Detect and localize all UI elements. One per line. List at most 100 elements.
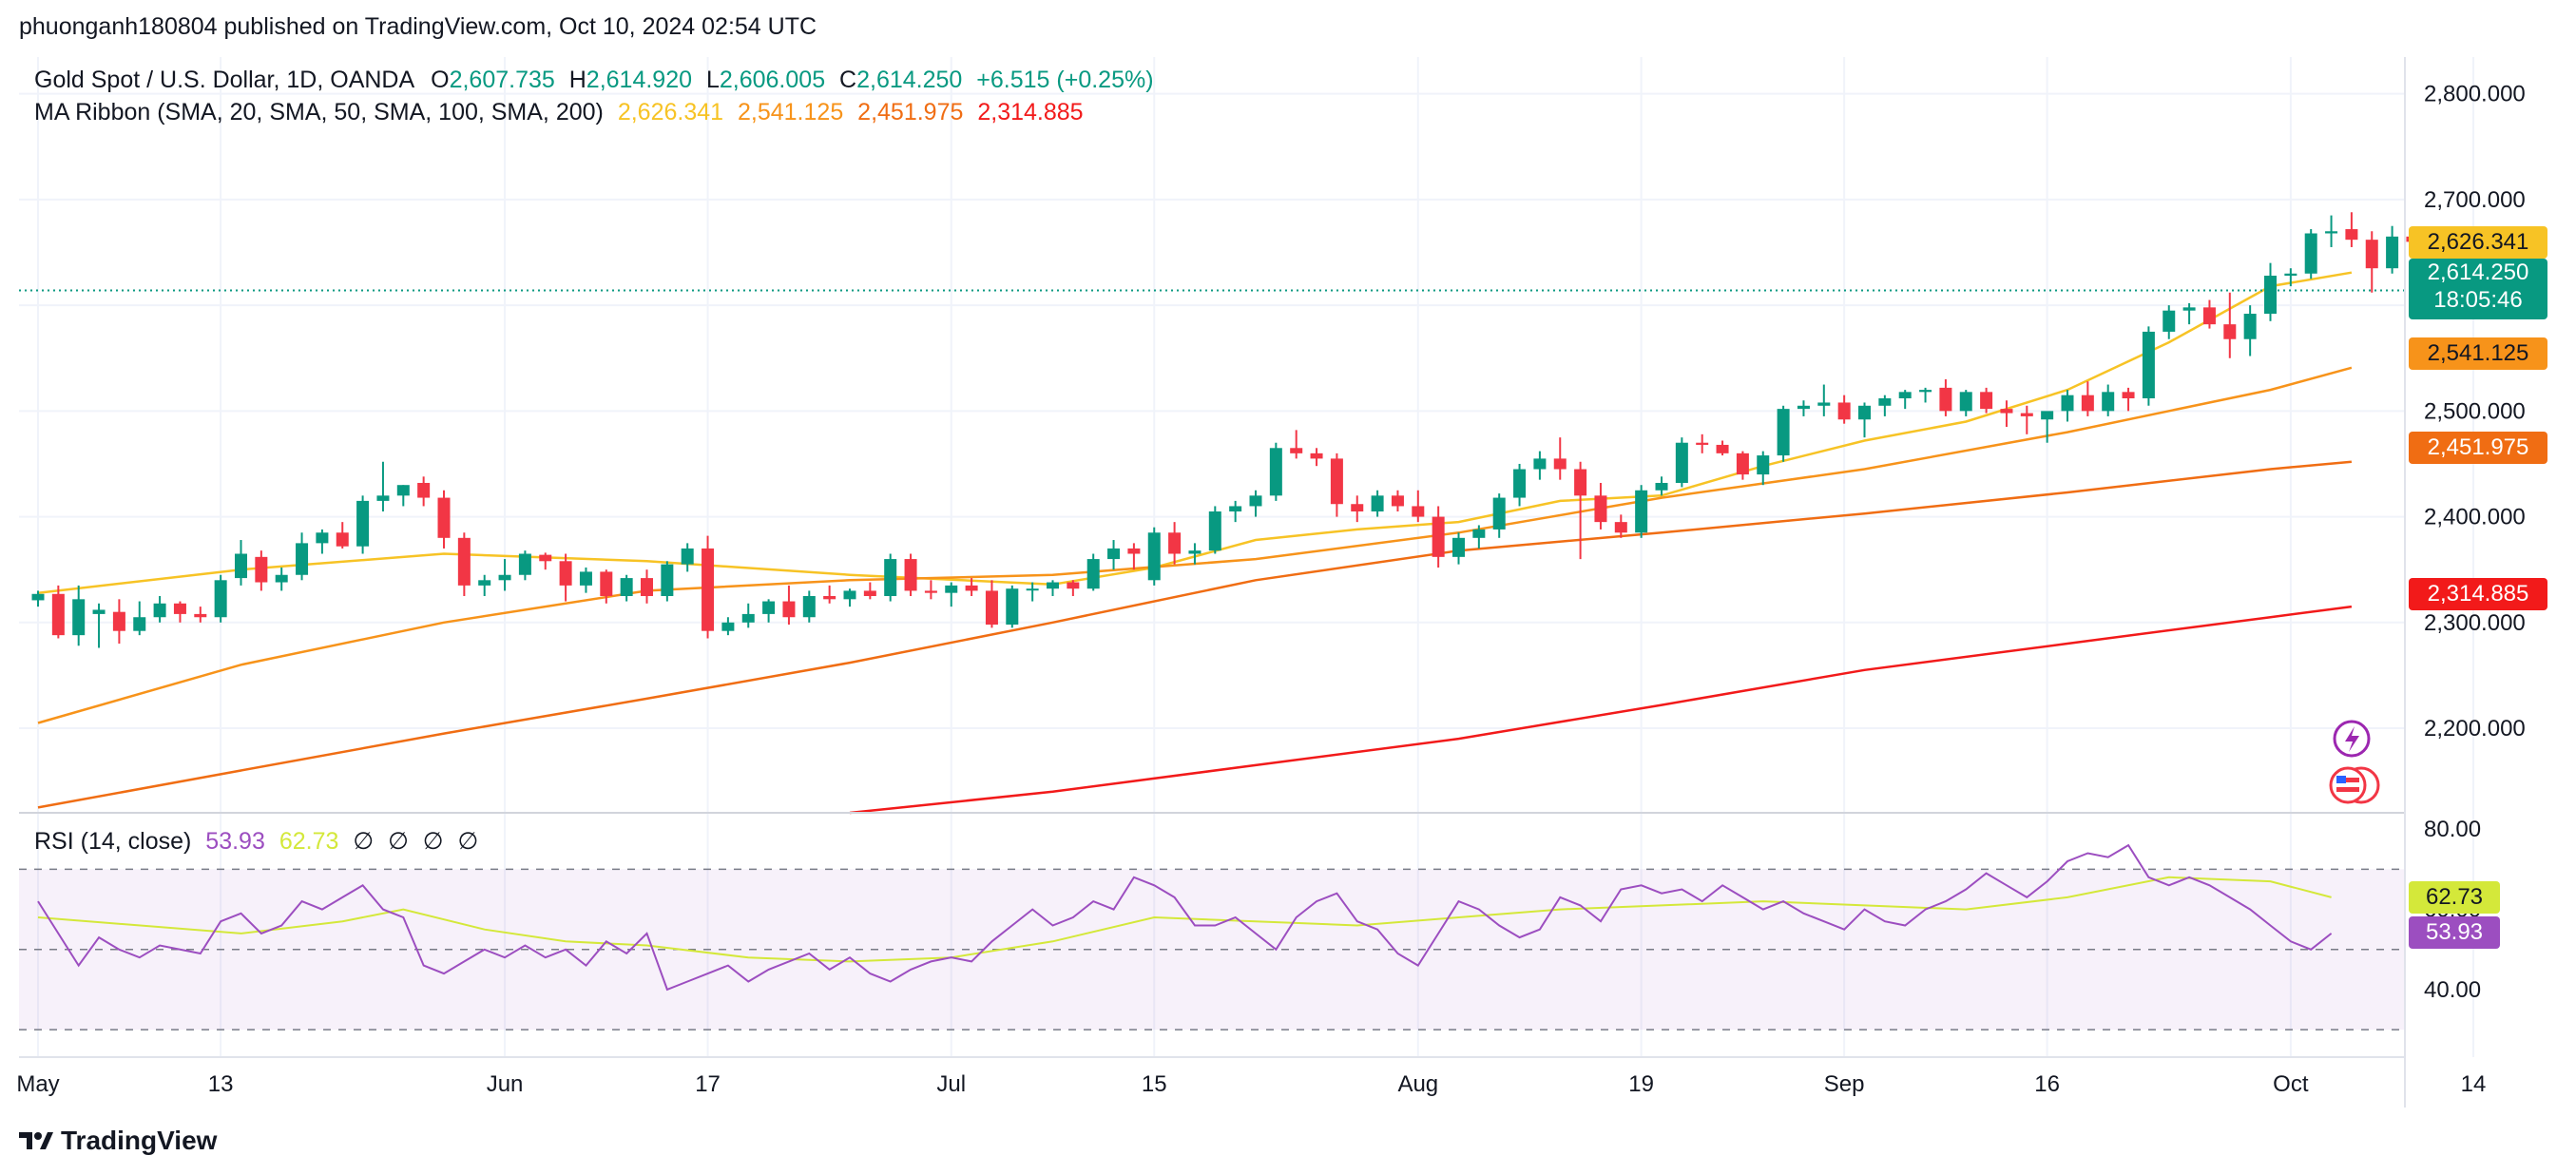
low-label: L bbox=[705, 67, 720, 93]
hidden-mark-4[interactable]: ∅ bbox=[457, 828, 479, 855]
candle bbox=[579, 567, 592, 593]
candle-body bbox=[1837, 402, 1851, 420]
brand-name: TradingView bbox=[61, 1126, 218, 1155]
candle bbox=[620, 574, 633, 602]
candle-body bbox=[945, 585, 958, 593]
tradingview-icon bbox=[19, 1132, 53, 1149]
hidden-mark-1[interactable]: ∅ bbox=[353, 828, 375, 855]
candle-body bbox=[1797, 405, 1810, 410]
candle bbox=[498, 559, 511, 591]
time-tick-label: May bbox=[16, 1071, 59, 1097]
candle-body bbox=[2386, 236, 2399, 269]
candle bbox=[1290, 430, 1303, 459]
last-price-tag: 2,614.250 18:05:46 bbox=[2409, 259, 2547, 319]
candle bbox=[1696, 433, 1709, 453]
candle bbox=[1188, 543, 1201, 565]
candle bbox=[2386, 225, 2399, 274]
candle bbox=[1229, 500, 1242, 523]
candle-body bbox=[1147, 532, 1161, 581]
candle-body bbox=[1594, 495, 1607, 523]
hidden-mark-3[interactable]: ∅ bbox=[422, 828, 444, 855]
ma-ribbon-title: MA Ribbon (SMA, 20, SMA, 50, SMA, 100, S… bbox=[34, 99, 604, 125]
symbol-title: Gold Spot / U.S. Dollar, 1D, OANDA bbox=[34, 67, 415, 93]
candle-body bbox=[1492, 497, 1506, 530]
tradingview-logo[interactable]: TradingView bbox=[19, 1126, 217, 1156]
candle-body bbox=[1736, 453, 1749, 475]
candle bbox=[1675, 437, 1688, 488]
rsi-tick-label: 80.00 bbox=[2424, 817, 2481, 842]
sma-line-2 bbox=[37, 366, 2353, 724]
candle-body bbox=[2000, 409, 2013, 414]
candle-body bbox=[2243, 314, 2257, 339]
open-value: 2,607.735 bbox=[449, 67, 555, 93]
candle-body bbox=[1086, 559, 1100, 589]
candle bbox=[1757, 451, 1770, 486]
candle-body bbox=[2020, 413, 2033, 416]
candle bbox=[1635, 485, 1648, 538]
candle-body bbox=[2284, 273, 2297, 276]
time-tick-label: Sep bbox=[1824, 1071, 1865, 1097]
candle-body bbox=[661, 564, 674, 596]
close-value: 2,614.250 bbox=[856, 67, 963, 93]
candle bbox=[1432, 506, 1445, 568]
candle bbox=[2000, 400, 2013, 428]
candle bbox=[1086, 553, 1100, 591]
candle-body bbox=[1208, 511, 1221, 551]
candle-body bbox=[1412, 506, 1425, 517]
lightning-icon[interactable] bbox=[2333, 720, 2371, 758]
candle-body bbox=[2304, 233, 2317, 274]
us-flag-icon[interactable] bbox=[2329, 766, 2380, 804]
candle bbox=[985, 580, 998, 628]
candle-body bbox=[1006, 588, 1019, 626]
candle bbox=[356, 495, 370, 554]
candle-body bbox=[1472, 529, 1486, 538]
time-tick-label: 15 bbox=[1142, 1071, 1167, 1097]
candle bbox=[51, 585, 65, 639]
candle-body bbox=[579, 571, 592, 586]
candle bbox=[884, 553, 897, 602]
sma-lines bbox=[37, 271, 2353, 815]
hidden-mark-2[interactable]: ∅ bbox=[388, 828, 409, 855]
candle bbox=[1837, 395, 1851, 424]
candle-body bbox=[396, 485, 410, 496]
candle bbox=[1898, 390, 1912, 410]
candle-body bbox=[1067, 582, 1080, 589]
candle bbox=[2081, 381, 2094, 416]
candle bbox=[92, 603, 106, 648]
candle-body bbox=[1330, 458, 1343, 505]
candle bbox=[843, 588, 856, 607]
sma20-price-tag: 2,626.341 bbox=[2409, 226, 2547, 259]
candle-body bbox=[721, 622, 735, 631]
high-label: H bbox=[568, 67, 586, 93]
candle bbox=[2365, 231, 2378, 293]
candle-body bbox=[762, 601, 776, 614]
candle-body bbox=[437, 497, 451, 538]
candle-body bbox=[802, 595, 816, 618]
candle-body bbox=[498, 574, 511, 581]
candle bbox=[1858, 402, 1871, 438]
change-value: +6.515 (+0.25%) bbox=[976, 67, 1154, 93]
candle bbox=[641, 569, 653, 604]
candle-body bbox=[478, 580, 491, 586]
candle-body bbox=[1939, 387, 1952, 412]
candle bbox=[1716, 440, 1729, 456]
candle bbox=[235, 540, 247, 586]
candles bbox=[31, 212, 2541, 648]
candle bbox=[255, 550, 268, 591]
candle-body bbox=[1249, 495, 1262, 507]
candle bbox=[1249, 490, 1262, 517]
candle-body bbox=[2264, 275, 2277, 315]
price-tick-label: 2,300.000 bbox=[2424, 610, 2526, 636]
candle bbox=[478, 574, 491, 596]
candle-body bbox=[336, 532, 349, 547]
candle bbox=[316, 529, 329, 554]
candle bbox=[457, 532, 471, 596]
candle-body bbox=[457, 537, 471, 586]
candle-body bbox=[417, 482, 431, 498]
candle bbox=[2182, 302, 2196, 325]
candle bbox=[1959, 390, 1972, 416]
candle-body bbox=[1878, 398, 1892, 406]
candle bbox=[173, 601, 186, 623]
open-label: O bbox=[431, 67, 450, 93]
